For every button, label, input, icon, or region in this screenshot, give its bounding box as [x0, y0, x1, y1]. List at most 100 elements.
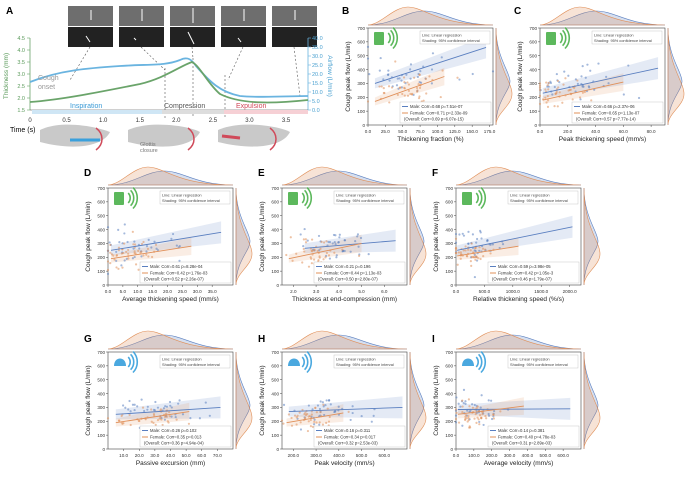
female-point [117, 249, 120, 252]
male-point [366, 57, 370, 60]
female-point [469, 260, 472, 263]
male-point [150, 246, 153, 249]
male-point [123, 259, 126, 262]
x-tick-label: 0.0 [453, 289, 460, 294]
signal-wave-icon [475, 356, 479, 368]
male-point [307, 404, 310, 407]
female-point [123, 242, 126, 245]
male-point [126, 240, 129, 244]
panel-a-right-tick-label: 5.0 [312, 99, 320, 105]
male-point [487, 399, 490, 402]
male-point [123, 223, 126, 226]
female-point [295, 252, 298, 255]
male-point [549, 81, 553, 85]
male-point [409, 77, 412, 80]
female-point [474, 413, 477, 416]
male-point [306, 239, 309, 242]
male-top-density [455, 334, 582, 350]
female-point [152, 421, 155, 424]
female-point [289, 236, 292, 239]
male-regression-line [542, 67, 659, 94]
female-point [459, 257, 462, 260]
x-axis-label: Average velocity (mm/s) [484, 460, 554, 467]
female-point [454, 246, 458, 250]
female-point [146, 247, 150, 251]
male-point [462, 401, 465, 405]
y-tick-label: 300 [271, 405, 279, 410]
y-tick-label: 600 [271, 364, 279, 369]
female-point [106, 268, 110, 272]
x-tick-label: 25.0 [381, 129, 390, 134]
y-tick-label: 400 [445, 227, 453, 232]
female-point [291, 259, 294, 262]
female-point [477, 418, 480, 421]
female-point [296, 414, 299, 417]
male-point [473, 275, 476, 279]
panel-a-right-tick-label: 25.0 [312, 63, 323, 69]
male-point [318, 407, 322, 411]
panel-a: A 1.52.02.53.03.54.04.5 0. [3, 6, 333, 154]
sensor-icon [462, 358, 474, 366]
y-tick-label: 200 [445, 419, 453, 424]
male-point [551, 93, 554, 96]
female-point [416, 90, 419, 93]
female-regression-line [115, 411, 190, 424]
female-point [322, 258, 325, 261]
male-point [338, 236, 341, 239]
legend-female: Female: Corr=0.44 p=1.13e-03 [324, 271, 382, 276]
male-point [587, 85, 590, 88]
male-point [145, 250, 148, 253]
male-point [343, 239, 347, 242]
y-tick-label: 200 [529, 95, 537, 100]
female-point [556, 79, 560, 83]
female-point [413, 76, 416, 79]
female-point [175, 418, 178, 421]
male-confidence-band [115, 396, 221, 420]
male-point [454, 232, 458, 236]
male-point [154, 400, 157, 404]
x-tick-label: 10.0 [133, 289, 142, 294]
male-top-density [367, 10, 494, 26]
female-point [325, 240, 328, 243]
female-point [287, 413, 290, 416]
female-point [538, 88, 542, 92]
male-confidence-band [110, 221, 222, 256]
female-point [134, 263, 138, 266]
male-point [128, 399, 131, 403]
y-tick-label: 500 [445, 214, 453, 219]
male-point [459, 405, 462, 408]
male-point [605, 75, 608, 79]
male-point [120, 264, 123, 267]
note-box [159, 354, 231, 369]
female-point [418, 86, 422, 90]
male-point [133, 240, 136, 243]
female-regression-line [542, 81, 624, 101]
female-point [418, 73, 421, 76]
male-point [133, 408, 136, 412]
y-tick-label: 200 [271, 255, 279, 260]
panel-a-left-tick-label: 3.0 [17, 72, 25, 78]
female-regression-line [110, 245, 192, 260]
male-point [138, 247, 141, 250]
male-point [597, 62, 600, 65]
male-point [282, 403, 286, 406]
female-point [280, 419, 284, 422]
male-point [356, 235, 359, 238]
male-point [360, 414, 363, 418]
female-point [407, 83, 411, 86]
legend-overall: (Overall: Corr=0.32 p=2.53e-03) [318, 441, 378, 446]
y-tick-label: 500 [97, 214, 105, 219]
male-point [354, 240, 357, 243]
female-point [112, 254, 115, 257]
male-point [580, 75, 583, 78]
female-point [546, 94, 549, 98]
scatter-panel-f: F 0 100 200 300 400 500 600 700 0.0 500.0 1000.0 150… [432, 166, 601, 303]
y-axis-label: Cough peak flow (L/min) [259, 201, 266, 271]
male-point [121, 404, 125, 407]
male-point [430, 82, 433, 85]
female-point [474, 258, 477, 261]
female-point [401, 92, 404, 96]
scatter-panel-d: D 0 100 200 300 400 500 600 700 0.0 5.0 10.0 15.0 20.… [84, 166, 253, 303]
y-tick-label: 600 [97, 200, 105, 205]
panel-a-left-ticks: 1.5 2.0 2.5 3.0 3.5 4.0 4.5 [17, 36, 30, 114]
